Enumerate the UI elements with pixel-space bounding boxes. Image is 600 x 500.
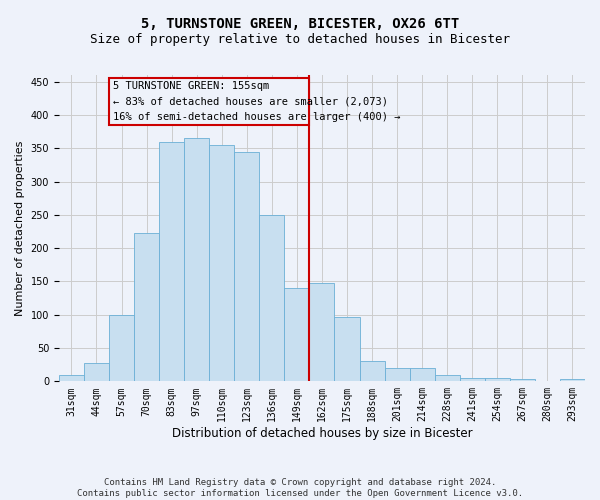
Text: 5 TURNSTONE GREEN: 155sqm
← 83% of detached houses are smaller (2,073)
16% of se: 5 TURNSTONE GREEN: 155sqm ← 83% of detac… (113, 81, 400, 122)
Bar (560, 378, 585, 382)
Bar (460, 378, 485, 382)
Bar (109, 314, 134, 382)
Bar (334, 318, 359, 382)
Bar (434, 374, 460, 382)
Bar (59, 374, 84, 382)
Bar (134, 234, 159, 382)
Bar (184, 138, 209, 382)
Bar (109, 78, 310, 125)
Bar (159, 142, 184, 382)
Bar (284, 288, 310, 382)
Bar (385, 368, 410, 382)
Bar (359, 362, 385, 382)
Bar (259, 215, 284, 382)
Bar (510, 378, 535, 382)
Bar (84, 364, 109, 382)
Text: Contains HM Land Registry data © Crown copyright and database right 2024.
Contai: Contains HM Land Registry data © Crown c… (77, 478, 523, 498)
Bar (485, 378, 510, 382)
Bar (209, 145, 234, 382)
X-axis label: Distribution of detached houses by size in Bicester: Distribution of detached houses by size … (172, 427, 472, 440)
Text: 5, TURNSTONE GREEN, BICESTER, OX26 6TT: 5, TURNSTONE GREEN, BICESTER, OX26 6TT (141, 18, 459, 32)
Bar (234, 152, 259, 382)
Bar (410, 368, 434, 382)
Text: Size of property relative to detached houses in Bicester: Size of property relative to detached ho… (90, 32, 510, 46)
Y-axis label: Number of detached properties: Number of detached properties (15, 140, 25, 316)
Bar (310, 283, 334, 382)
